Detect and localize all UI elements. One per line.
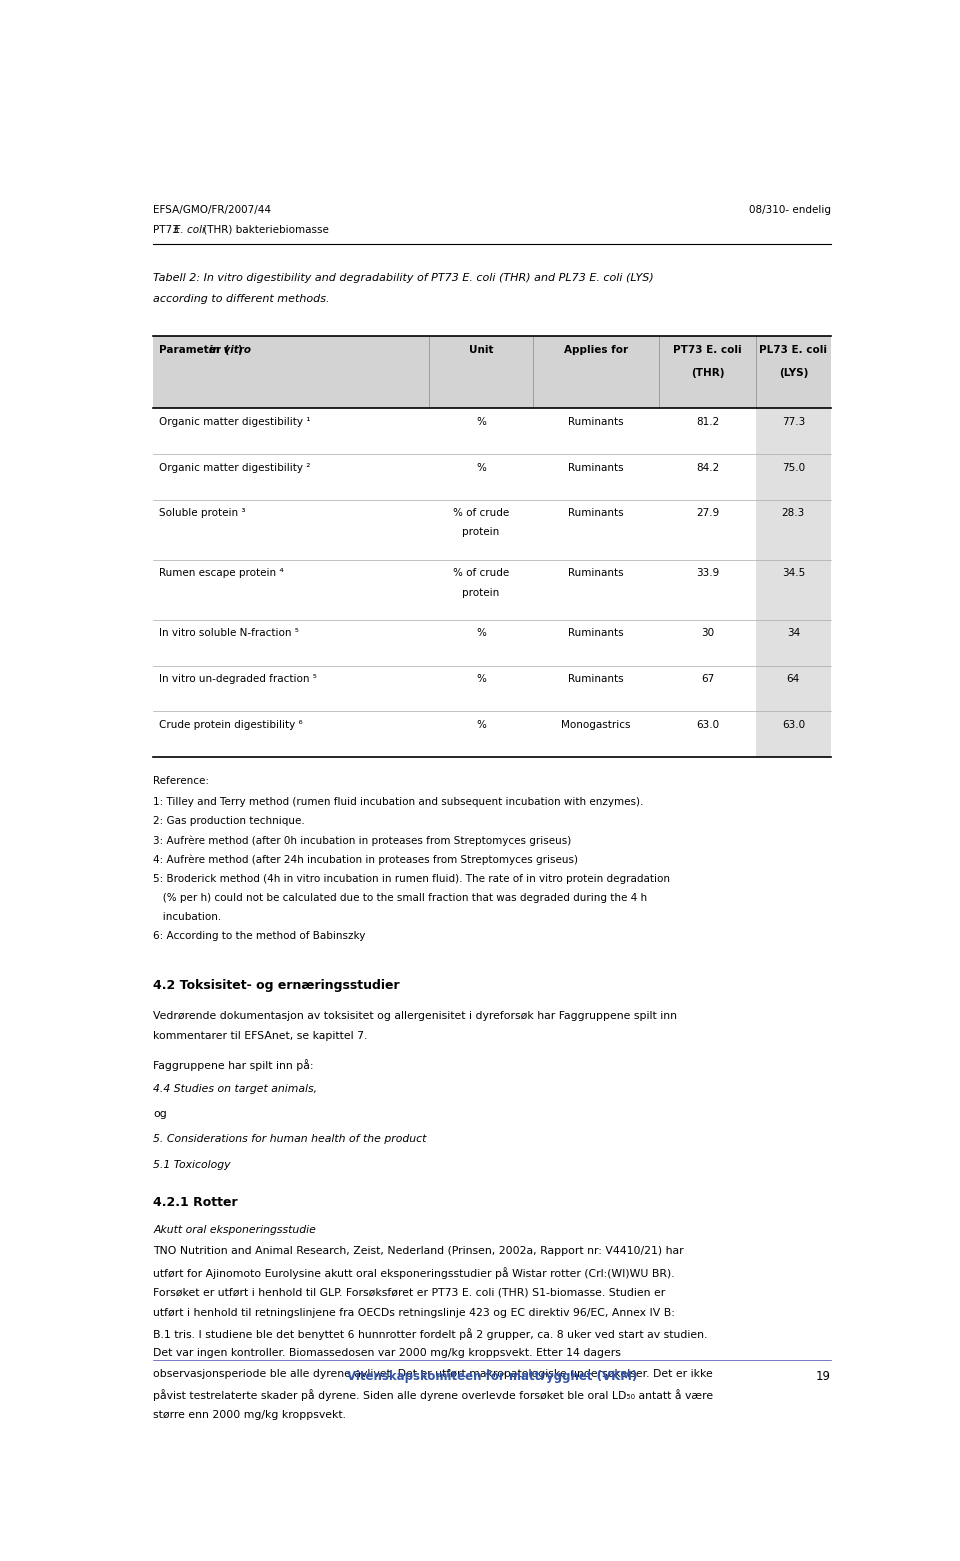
Text: according to different methods.: according to different methods. — [154, 295, 330, 304]
Text: In vitro soluble N-fraction ⁵: In vitro soluble N-fraction ⁵ — [159, 629, 300, 638]
Text: B.1 tris. I studiene ble det benyttet 6 hunnrotter fordelt på 2 grupper, ca. 8 u: B.1 tris. I studiene ble det benyttet 6 … — [154, 1328, 708, 1339]
Text: 63.0: 63.0 — [781, 720, 804, 731]
Bar — [756, 409, 830, 454]
Text: %: % — [476, 674, 486, 684]
Text: 64: 64 — [786, 674, 800, 684]
Text: (LYS): (LYS) — [779, 368, 808, 378]
Text: % of crude: % of crude — [453, 509, 509, 518]
Text: PL73 E. coli: PL73 E. coli — [759, 345, 828, 354]
Text: utført i henhold til retningslinjene fra OECDs retningslinje 423 og EC direktiv : utført i henhold til retningslinjene fra… — [154, 1308, 675, 1317]
Text: protein: protein — [462, 528, 499, 537]
Text: 63.0: 63.0 — [696, 720, 719, 731]
Text: Organic matter digestibility ²: Organic matter digestibility ² — [159, 462, 311, 473]
Text: kommentarer til EFSAnet, se kapittel 7.: kommentarer til EFSAnet, se kapittel 7. — [154, 1032, 368, 1041]
Text: 4.2.1 Rotter: 4.2.1 Rotter — [154, 1196, 238, 1208]
Text: PT73: PT73 — [154, 225, 182, 234]
Text: PT73 E. coli: PT73 E. coli — [674, 345, 742, 354]
Text: Parameter (: Parameter ( — [159, 345, 229, 354]
Text: 30: 30 — [701, 629, 714, 638]
Text: 34.5: 34.5 — [781, 568, 804, 578]
Text: Unit: Unit — [468, 345, 493, 354]
Text: større enn 2000 mg/kg kroppsvekt.: større enn 2000 mg/kg kroppsvekt. — [154, 1410, 347, 1419]
Text: Ruminants: Ruminants — [568, 462, 624, 473]
Text: Soluble protein ³: Soluble protein ³ — [159, 509, 246, 518]
Text: Faggruppene har spilt inn på:: Faggruppene har spilt inn på: — [154, 1058, 314, 1071]
Text: 77.3: 77.3 — [781, 417, 804, 426]
Text: utført for Ajinomoto Eurolysine akutt oral eksponeringsstudier på Wistar rotter : utført for Ajinomoto Eurolysine akutt or… — [154, 1266, 675, 1278]
Text: 5.1 Toxicology: 5.1 Toxicology — [154, 1160, 231, 1169]
Bar — [756, 620, 830, 665]
Text: påvist testrelaterte skader på dyrene. Siden alle dyrene overlevde forsøket ble : påvist testrelaterte skader på dyrene. S… — [154, 1389, 713, 1402]
Bar — [756, 500, 830, 560]
Text: %: % — [476, 417, 486, 426]
Text: Akutt oral eksponeringsstudie: Akutt oral eksponeringsstudie — [154, 1225, 317, 1235]
Text: Organic matter digestibility ¹: Organic matter digestibility ¹ — [159, 417, 311, 426]
Text: Forsøket er utført i henhold til GLP. Forsøksføret er PT73 E. coli (THR) S1-biom: Forsøket er utført i henhold til GLP. Fo… — [154, 1288, 665, 1297]
Text: ): ) — [237, 345, 242, 354]
Text: 67: 67 — [701, 674, 714, 684]
Text: 08/310- endelig: 08/310- endelig — [749, 206, 830, 215]
Text: In vitro un-degraded fraction ⁵: In vitro un-degraded fraction ⁵ — [159, 674, 318, 684]
Text: E. coli: E. coli — [175, 225, 205, 234]
Bar — [756, 665, 830, 712]
Text: observasjonsperiode ble alle dyrene avlivet. Det er utført makropatologiske unde: observasjonsperiode ble alle dyrene avli… — [154, 1369, 713, 1378]
Text: 4.2 Toksisitet- og ernæringsstudier: 4.2 Toksisitet- og ernæringsstudier — [154, 979, 400, 993]
Text: Vedrørende dokumentasjon av toksisitet og allergenisitet i dyreforsøk har Faggru: Vedrørende dokumentasjon av toksisitet o… — [154, 1010, 678, 1021]
Text: Ruminants: Ruminants — [568, 629, 624, 638]
Text: %: % — [476, 720, 486, 731]
Text: in vitro: in vitro — [209, 345, 252, 354]
Text: protein: protein — [462, 587, 499, 598]
Text: 34: 34 — [786, 629, 800, 638]
Text: 3: Aufrère method (after 0h incubation in proteases from Streptomyces griseus): 3: Aufrère method (after 0h incubation i… — [154, 835, 572, 846]
Text: EFSA/GMO/FR/2007/44: EFSA/GMO/FR/2007/44 — [154, 206, 272, 215]
Text: Monogastrics: Monogastrics — [562, 720, 631, 731]
Text: Crude protein digestibility ⁶: Crude protein digestibility ⁶ — [159, 720, 303, 731]
Text: (% per h) could not be calculated due to the small fraction that was degraded du: (% per h) could not be calculated due to… — [154, 893, 648, 902]
Text: Ruminants: Ruminants — [568, 674, 624, 684]
Text: 75.0: 75.0 — [781, 462, 804, 473]
Text: (THR) bakteriebiomasse: (THR) bakteriebiomasse — [200, 225, 328, 234]
Text: Det var ingen kontroller. Biomassedosen var 2000 mg/kg kroppsvekt. Etter 14 dage: Det var ingen kontroller. Biomassedosen … — [154, 1349, 621, 1358]
Text: TNO Nutrition and Animal Research, Zeist, Nederland (Prinsen, 2002a, Rapport nr:: TNO Nutrition and Animal Research, Zeist… — [154, 1246, 684, 1257]
Text: og: og — [154, 1110, 167, 1119]
Text: incubation.: incubation. — [154, 912, 222, 923]
Text: % of crude: % of crude — [453, 568, 509, 578]
Text: Ruminants: Ruminants — [568, 417, 624, 426]
Text: 81.2: 81.2 — [696, 417, 719, 426]
Text: %: % — [476, 629, 486, 638]
Text: Vitenskapskomiteen for mattrygghet (VKM): Vitenskapskomiteen for mattrygghet (VKM) — [347, 1371, 637, 1383]
Bar — [756, 712, 830, 757]
Text: Reference:: Reference: — [154, 776, 209, 787]
Bar — [154, 336, 830, 409]
Text: Tabell 2: In vitro digestibility and degradability of PT73 E. coli (THR) and PL7: Tabell 2: In vitro digestibility and deg… — [154, 273, 654, 283]
Text: 19: 19 — [815, 1371, 830, 1383]
Text: Ruminants: Ruminants — [568, 568, 624, 578]
Text: 4: Aufrère method (after 24h incubation in proteases from Streptomyces griseus): 4: Aufrère method (after 24h incubation … — [154, 854, 579, 865]
Bar — [756, 560, 830, 620]
Text: Applies for: Applies for — [564, 345, 628, 354]
Text: 28.3: 28.3 — [781, 509, 804, 518]
Text: %: % — [476, 462, 486, 473]
Text: 27.9: 27.9 — [696, 509, 719, 518]
Text: 6: According to the method of Babinszky: 6: According to the method of Babinszky — [154, 932, 366, 941]
Text: 84.2: 84.2 — [696, 462, 719, 473]
Text: 4.4 Studies on target animals,: 4.4 Studies on target animals, — [154, 1083, 318, 1094]
Bar — [756, 454, 830, 500]
Text: 5: Broderick method (4h in vitro incubation in rumen fluid). The rate of in vitr: 5: Broderick method (4h in vitro incubat… — [154, 874, 670, 884]
Text: Rumen escape protein ⁴: Rumen escape protein ⁴ — [159, 568, 284, 578]
Text: (THR): (THR) — [691, 368, 725, 378]
Text: Ruminants: Ruminants — [568, 509, 624, 518]
Text: 2: Gas production technique.: 2: Gas production technique. — [154, 816, 305, 826]
Text: 1: Tilley and Terry method (rumen fluid incubation and subsequent incubation wit: 1: Tilley and Terry method (rumen fluid … — [154, 796, 644, 807]
Text: 33.9: 33.9 — [696, 568, 719, 578]
Text: 5. Considerations for human health of the product: 5. Considerations for human health of th… — [154, 1135, 427, 1144]
